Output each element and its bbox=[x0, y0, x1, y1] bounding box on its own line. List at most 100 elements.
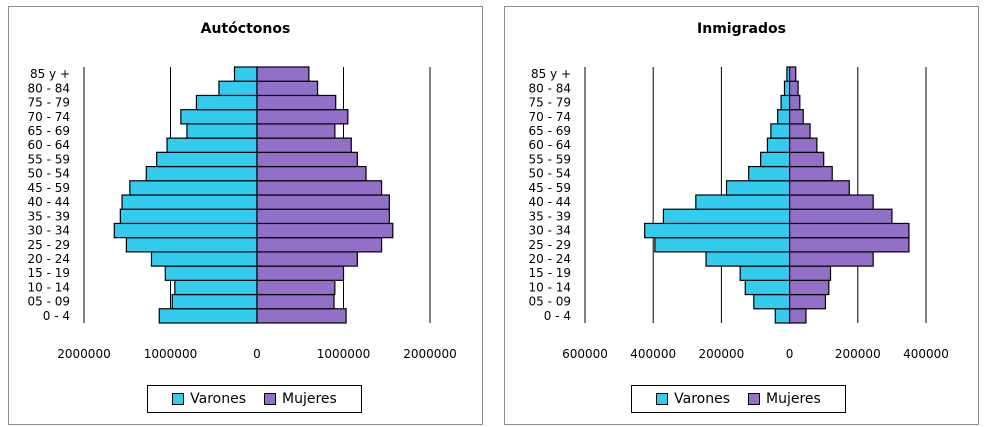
bar-mujeres bbox=[256, 94, 337, 111]
legend: Varones Mujeres bbox=[631, 385, 846, 413]
legend-item-varones: Varones bbox=[172, 391, 246, 407]
bar-mujeres bbox=[789, 165, 833, 182]
legend-item-varones: Varones bbox=[656, 391, 730, 407]
bar-mujeres bbox=[789, 80, 799, 97]
bar-mujeres bbox=[789, 279, 830, 296]
bar-mujeres bbox=[789, 151, 825, 168]
x-tick-label: 600000 bbox=[562, 347, 608, 361]
bar-varones bbox=[654, 237, 791, 253]
bar-varones bbox=[150, 251, 258, 267]
legend-swatch-varones bbox=[656, 393, 669, 405]
bar-mujeres bbox=[256, 279, 336, 296]
bar-varones bbox=[739, 265, 791, 281]
y-tick-label: 70 - 74 bbox=[28, 110, 71, 124]
bar-varones bbox=[744, 279, 791, 296]
legend-label-mujeres: Mujeres bbox=[766, 391, 821, 407]
y-tick-label: 0 - 4 bbox=[43, 309, 70, 323]
chart-panel-inmigrados: Inmigrados 600000 400000 200000 0 200000 4000… bbox=[504, 6, 979, 425]
legend-label-mujeres: Mujeres bbox=[282, 391, 337, 407]
bar-varones bbox=[164, 265, 258, 281]
bar-mujeres bbox=[256, 265, 345, 281]
y-tick-label: 35 - 39 bbox=[529, 209, 572, 223]
legend-label-varones: Varones bbox=[190, 391, 247, 407]
legend-swatch-mujeres bbox=[748, 393, 761, 405]
bar-varones bbox=[158, 308, 258, 324]
y-tick-label: 65 - 69 bbox=[28, 124, 71, 138]
y-tick-label: 60 - 64 bbox=[28, 138, 71, 152]
y-tick-label: 05 - 09 bbox=[28, 295, 71, 309]
bar-mujeres bbox=[789, 251, 874, 267]
bar-mujeres bbox=[256, 151, 358, 168]
bar-mujeres bbox=[789, 265, 832, 281]
x-tick-label: 0 bbox=[253, 347, 261, 361]
y-tick-label: 30 - 34 bbox=[28, 224, 71, 238]
x-tick-label: 200000 bbox=[835, 347, 881, 361]
bar-mujeres bbox=[789, 66, 797, 82]
legend-item-mujeres: Mujeres bbox=[748, 391, 821, 407]
bar-varones bbox=[145, 165, 258, 182]
y-tick-label: 10 - 14 bbox=[529, 280, 572, 294]
bar-varones bbox=[780, 94, 791, 111]
bar-varones bbox=[119, 208, 258, 225]
y-tick-label: 45 - 59 bbox=[529, 181, 572, 195]
bar-varones bbox=[171, 293, 258, 310]
y-tick-label: 25 - 29 bbox=[529, 238, 572, 252]
legend: Varones Mujeres bbox=[147, 385, 362, 413]
bar-varones bbox=[233, 66, 258, 82]
bar-mujeres bbox=[256, 109, 349, 125]
y-tick-label: 15 - 19 bbox=[28, 266, 71, 280]
y-tick-label: 55 - 59 bbox=[28, 152, 71, 166]
y-tick-label: 80 - 84 bbox=[529, 81, 572, 95]
y-tick-label: 40 - 44 bbox=[28, 195, 71, 209]
bar-mujeres bbox=[256, 165, 367, 182]
chart-panel-autoctonos: Autóctonos 2000000 1000000 0 1000000 2000000… bbox=[8, 6, 483, 425]
bar-varones bbox=[705, 251, 791, 267]
bar-varones bbox=[113, 222, 258, 239]
chart-title: Autóctonos bbox=[200, 21, 291, 37]
bar-varones bbox=[174, 279, 258, 296]
x-tick-label: 400000 bbox=[630, 347, 676, 361]
x-tick-label: 1000000 bbox=[317, 347, 370, 361]
bar-varones bbox=[218, 80, 258, 97]
bar-mujeres bbox=[256, 293, 335, 310]
y-tick-label: 50 - 54 bbox=[529, 167, 572, 181]
bar-varones bbox=[725, 180, 791, 196]
bar-varones bbox=[774, 308, 791, 324]
legend-label-varones: Varones bbox=[674, 391, 731, 407]
bar-mujeres bbox=[789, 94, 801, 111]
y-tick-label: 40 - 44 bbox=[529, 195, 572, 209]
bar-mujeres bbox=[789, 180, 850, 196]
y-tick-label: 85 y + bbox=[30, 67, 70, 81]
bar-varones bbox=[121, 194, 258, 210]
y-tick-label: 60 - 64 bbox=[529, 138, 572, 152]
bar-mujeres bbox=[256, 237, 383, 253]
bar-mujeres bbox=[256, 222, 394, 239]
bar-varones bbox=[195, 94, 258, 111]
y-tick-label: 20 - 24 bbox=[28, 252, 71, 266]
bar-varones bbox=[662, 208, 791, 225]
bar-varones bbox=[180, 109, 258, 125]
bar-varones bbox=[760, 151, 791, 168]
y-tick-label: 80 - 84 bbox=[28, 81, 71, 95]
bar-varones bbox=[748, 165, 791, 182]
legend-item-mujeres: Mujeres bbox=[264, 391, 337, 407]
bar-mujeres bbox=[789, 109, 804, 125]
y-tick-label: 20 - 24 bbox=[529, 252, 572, 266]
bar-varones bbox=[644, 222, 791, 239]
bar-varones bbox=[753, 293, 791, 310]
bar-mujeres bbox=[789, 293, 827, 310]
bar-mujeres bbox=[789, 137, 818, 153]
y-tick-label: 15 - 19 bbox=[529, 266, 572, 280]
legend-swatch-mujeres bbox=[264, 393, 277, 405]
bar-mujeres bbox=[256, 80, 319, 97]
bar-mujeres bbox=[789, 308, 807, 324]
y-tick-label: 50 - 54 bbox=[28, 167, 71, 181]
bar-mujeres bbox=[256, 137, 352, 153]
y-tick-label: 05 - 09 bbox=[529, 295, 572, 309]
bar-mujeres bbox=[789, 123, 811, 139]
bar-mujeres bbox=[256, 180, 383, 196]
bar-mujeres bbox=[256, 194, 390, 210]
y-tick-label: 30 - 34 bbox=[529, 224, 572, 238]
y-tick-label: 0 - 4 bbox=[544, 309, 571, 323]
y-tick-label: 10 - 14 bbox=[28, 280, 71, 294]
